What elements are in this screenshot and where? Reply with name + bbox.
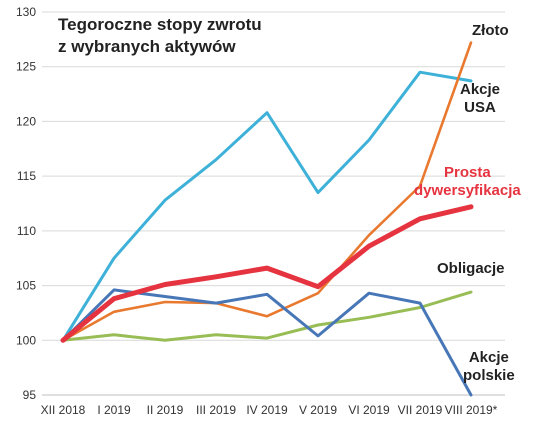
series-label-akcje-polskie-line-2: polskie <box>463 367 515 384</box>
chart-title-line-1: Tegoroczne stopy zwrotu <box>58 15 262 34</box>
axis-ticks: 95 100 105 110 115 120 125 130 XII 2018 I 2019 II … <box>16 5 498 417</box>
series-label-zloto: Złoto <box>472 22 509 40</box>
series-line-obligacje <box>61 290 473 342</box>
series-label-akcje-usa-line-2: USA <box>464 99 496 116</box>
y-tick-label-100: 100 <box>16 333 36 347</box>
x-tick-label-ii-2019: II 2019 <box>147 403 184 417</box>
series-label-prosta-dywersyfikacja-line-1: Prosta <box>444 164 491 181</box>
series-label-obligacje: Obligacje <box>437 260 505 278</box>
y-tick-label-110: 110 <box>17 224 36 238</box>
x-tick-label-iii-2019: III 2019 <box>196 403 236 417</box>
series-label-akcje-polskie-line-1: Akcje <box>468 349 509 366</box>
y-tick-label-120: 120 <box>16 114 36 128</box>
x-tick-label-v-2019: V 2019 <box>299 403 337 417</box>
series-line-akcje-polskie <box>61 288 473 397</box>
chart-title-line-2: z wybranych aktywów <box>58 37 236 56</box>
x-tick-label-viii-2019: VIII 2019* <box>445 403 498 417</box>
series-line-prosta-dywersyfikacja <box>60 204 474 343</box>
x-tick-label-vii-2019: VII 2019 <box>398 403 443 417</box>
series-line-zloto <box>61 41 473 342</box>
series-label-prosta-dywersyfikacja: Prosta dywersyfikacja <box>414 164 521 200</box>
x-tick-label-i-2019: I 2019 <box>97 403 131 417</box>
x-tick-label-xii-2018: XII 2018 <box>41 403 86 417</box>
y-tick-label-95: 95 <box>23 388 37 402</box>
series-label-akcje-usa: Akcje USA <box>460 81 500 117</box>
y-tick-label-115: 115 <box>17 169 36 183</box>
series-line-akcje-usa <box>61 70 473 342</box>
series-label-akcje-usa-line-1: Akcje <box>460 81 501 98</box>
series-lines <box>60 41 474 397</box>
x-tick-label-vi-2019: VI 2019 <box>348 403 390 417</box>
y-tick-label-130: 130 <box>16 5 36 19</box>
series-label-prosta-dywersyfikacja-line-2: dywersyfikacja <box>414 182 521 199</box>
chart-title: Tegoroczne stopy zwrotu z wybranych akty… <box>58 14 298 58</box>
series-label-akcje-polskie: Akcje polskie <box>463 349 515 385</box>
y-tick-label-105: 105 <box>16 279 36 293</box>
series-label-zloto-line-1: Złoto <box>472 22 509 39</box>
x-tick-label-iv-2019: IV 2019 <box>246 403 288 417</box>
series-label-obligacje-line-1: Obligacje <box>437 260 505 277</box>
y-tick-label-125: 125 <box>16 60 36 74</box>
